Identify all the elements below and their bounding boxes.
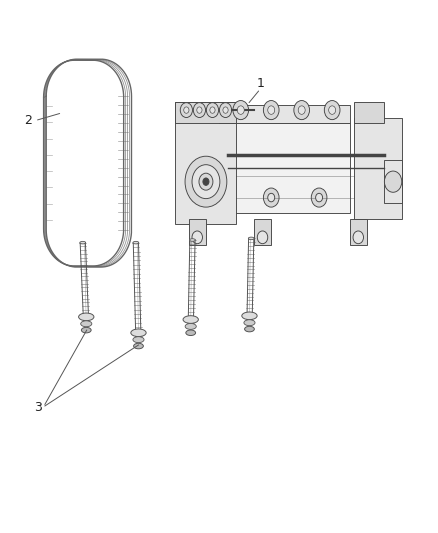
Circle shape: [219, 103, 232, 117]
Circle shape: [203, 178, 209, 185]
Ellipse shape: [78, 313, 94, 321]
Ellipse shape: [190, 239, 195, 241]
Ellipse shape: [244, 326, 254, 332]
Bar: [188, 219, 206, 245]
Circle shape: [206, 103, 219, 117]
Circle shape: [193, 103, 205, 117]
Circle shape: [185, 156, 227, 207]
Ellipse shape: [131, 329, 146, 337]
Ellipse shape: [80, 241, 86, 244]
Text: 3: 3: [35, 400, 42, 414]
Circle shape: [298, 106, 305, 114]
Circle shape: [353, 231, 364, 244]
Ellipse shape: [183, 316, 198, 324]
Circle shape: [223, 107, 228, 114]
Ellipse shape: [248, 237, 254, 240]
Ellipse shape: [81, 321, 92, 327]
Bar: [354, 102, 385, 123]
Circle shape: [184, 107, 189, 114]
Circle shape: [385, 171, 402, 192]
Circle shape: [328, 106, 336, 114]
Bar: [350, 219, 367, 245]
Ellipse shape: [133, 241, 139, 244]
Bar: [219, 105, 350, 123]
Circle shape: [257, 231, 268, 244]
Ellipse shape: [186, 330, 196, 336]
Circle shape: [263, 188, 279, 207]
Bar: [354, 118, 402, 219]
Circle shape: [263, 101, 279, 119]
Circle shape: [316, 193, 322, 202]
Circle shape: [233, 101, 249, 119]
Circle shape: [268, 106, 275, 114]
Bar: [385, 160, 402, 203]
Bar: [254, 219, 271, 245]
Ellipse shape: [133, 337, 144, 343]
Circle shape: [192, 165, 220, 199]
Circle shape: [324, 101, 340, 119]
Ellipse shape: [185, 324, 196, 329]
Bar: [219, 123, 350, 214]
Ellipse shape: [244, 320, 255, 326]
Ellipse shape: [134, 343, 143, 349]
Text: 1: 1: [256, 77, 264, 90]
Circle shape: [197, 107, 202, 114]
Circle shape: [180, 103, 192, 117]
Circle shape: [199, 173, 213, 190]
Circle shape: [210, 107, 215, 114]
Circle shape: [294, 101, 310, 119]
Bar: [176, 102, 237, 224]
Text: 2: 2: [25, 114, 32, 127]
Circle shape: [311, 188, 327, 207]
Circle shape: [268, 193, 275, 202]
Circle shape: [192, 231, 202, 244]
Ellipse shape: [242, 312, 257, 320]
Circle shape: [237, 106, 244, 114]
Ellipse shape: [81, 327, 91, 333]
Bar: [176, 102, 237, 123]
